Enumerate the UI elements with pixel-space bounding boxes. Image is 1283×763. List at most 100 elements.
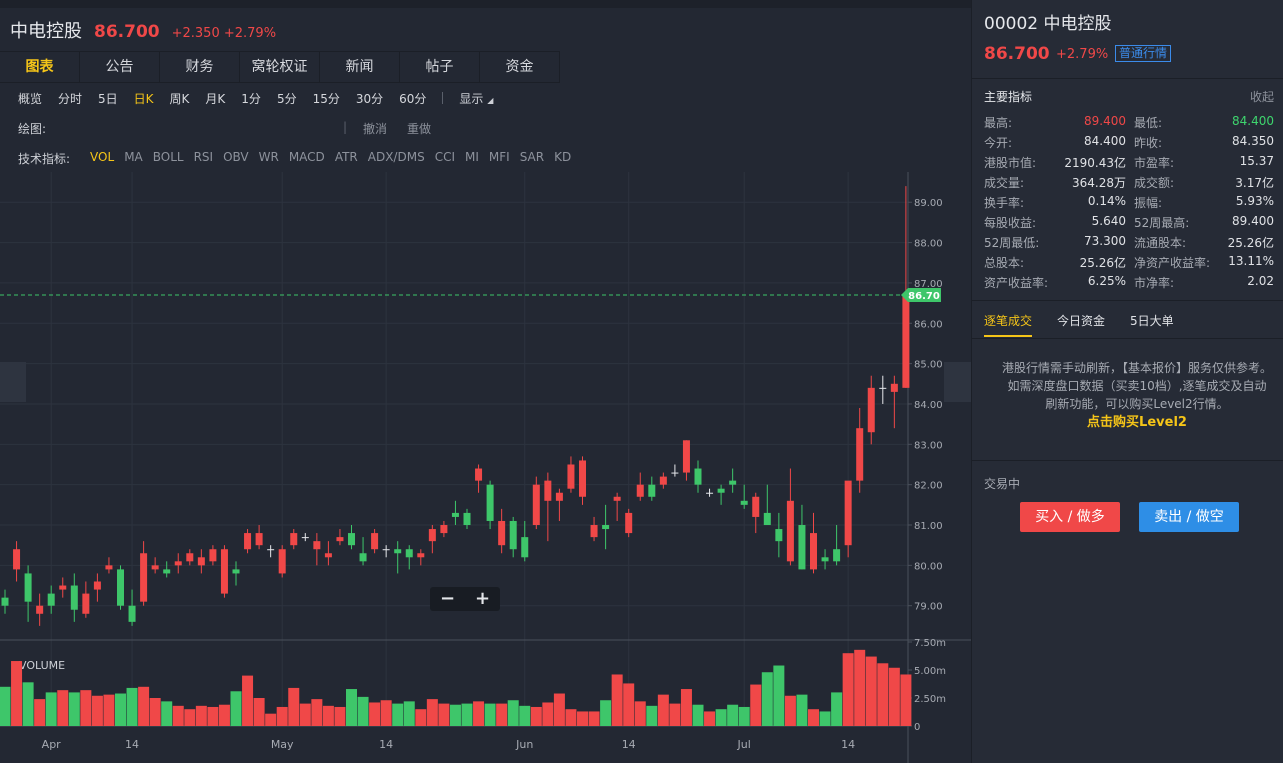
volume-bar	[322, 705, 334, 726]
candle-body	[752, 496, 760, 517]
period-5day[interactable]: 5日	[98, 91, 118, 106]
tab-funds[interactable]: 资金	[480, 52, 560, 82]
metric-value: 6.25%	[1087, 274, 1126, 288]
tab-warrants[interactable]: 窝轮权证	[240, 52, 320, 82]
redo-button[interactable]: 重做	[407, 122, 432, 136]
zoom-in-button[interactable]: +	[474, 588, 491, 609]
candle-body	[579, 460, 586, 497]
metric-label: 净资产收益率:	[1134, 256, 1211, 270]
quote-type-badge[interactable]: 普通行情	[1115, 45, 1172, 62]
indicator-boll[interactable]: BOLL	[152, 150, 184, 164]
volume-bar	[311, 699, 323, 726]
tab-announcements[interactable]: 公告	[80, 52, 160, 82]
indicator-macd[interactable]: MACD	[288, 150, 325, 164]
tab-posts[interactable]: 帖子	[400, 52, 480, 82]
volume-bar	[22, 682, 34, 726]
candle-body	[128, 605, 136, 622]
metric-value: 3.17亿	[1235, 176, 1274, 190]
candle-body	[405, 549, 413, 558]
candle-body	[786, 500, 794, 562]
volume-bar	[11, 661, 23, 726]
indicator-label: 技术指标:	[18, 152, 71, 166]
indicator-cci[interactable]: CCI	[434, 150, 455, 164]
panel-change: +2.79%	[1056, 47, 1109, 62]
price-tick-label: 85.00	[914, 360, 943, 371]
drawing-toolbar: 绘图: | 撤消 重做	[18, 120, 918, 137]
period-intraday[interactable]: 分时	[58, 91, 83, 106]
metric-value: 25.26亿	[1079, 256, 1126, 270]
buy-long-button[interactable]: 买入 / 做多	[1020, 502, 1120, 532]
indicator-obv[interactable]: OBV	[223, 150, 249, 164]
volume-bar	[426, 699, 438, 726]
period-5min[interactable]: 5分	[276, 91, 297, 106]
tab-financials[interactable]: 财务	[160, 52, 240, 82]
undo-button[interactable]: 撤消	[363, 122, 388, 136]
period-15min[interactable]: 15分	[312, 91, 340, 106]
zoom-out-button[interactable]: −	[439, 588, 456, 609]
indicator-sar[interactable]: SAR	[519, 150, 545, 164]
candle-body	[278, 549, 286, 574]
metric-label: 资产收益率:	[984, 276, 1049, 290]
period-1min[interactable]: 1分	[241, 91, 261, 106]
candle-body	[232, 569, 240, 574]
metric-value: 13.11%	[1228, 254, 1274, 268]
collapse-button[interactable]: 收起	[1249, 90, 1274, 104]
tab-news[interactable]: 新闻	[320, 52, 400, 82]
candle-body	[590, 525, 598, 538]
indicator-vol[interactable]: VOL	[90, 150, 115, 164]
metric-label: 市净率:	[1134, 276, 1175, 290]
time-axis-label: 14	[841, 738, 855, 751]
price-tick-label: 83.00	[914, 440, 943, 451]
top-strip	[0, 0, 971, 8]
candle-body	[498, 520, 506, 546]
period-daily-k[interactable]: 日K	[133, 91, 154, 106]
price-tick-label: 81.00	[914, 521, 943, 532]
tab-chart[interactable]: 图表	[0, 52, 80, 82]
panel-title: 00002 中电控股	[984, 14, 1112, 34]
sell-short-button[interactable]: 卖出 / 做空	[1139, 502, 1239, 532]
volume-bar	[299, 703, 311, 726]
display-dropdown[interactable]: 显示 ◢	[459, 90, 493, 107]
period-30min[interactable]: 30分	[355, 91, 384, 106]
volume-bar	[669, 703, 681, 726]
kline-chart[interactable]: 89.00 88.00 87.00 86.00 85.00 84.00 83.00 82.00…	[0, 172, 971, 763]
tab-5day-large-orders[interactable]: 5日大单	[1130, 314, 1174, 328]
indicator-mfi[interactable]: MFI	[488, 150, 510, 164]
indicator-wr[interactable]: WR	[258, 150, 279, 164]
scroll-right-handle[interactable]	[944, 362, 971, 402]
candle-body	[255, 533, 263, 546]
scroll-left-handle[interactable]	[0, 362, 26, 402]
metric-label: 52周最低:	[984, 236, 1040, 250]
tab-tick-trades[interactable]: 逐笔成交	[984, 312, 1033, 337]
volume-bar	[461, 703, 473, 726]
period-weekly-k[interactable]: 周K	[169, 91, 190, 106]
candle-body	[451, 512, 459, 517]
volume-bar	[484, 703, 496, 726]
stock-name: 中电控股	[10, 21, 82, 42]
price-change: +2.350 +2.79%	[172, 26, 276, 41]
period-monthly-k[interactable]: 月K	[205, 91, 226, 106]
candle-body	[348, 533, 355, 546]
candle-body	[833, 549, 841, 562]
candle-body	[371, 533, 379, 550]
indicator-kd[interactable]: KD	[554, 150, 572, 164]
tab-today-funds[interactable]: 今日资金	[1057, 314, 1106, 328]
indicator-adx[interactable]: ADX/DMS	[367, 150, 425, 164]
period-overview[interactable]: 概览	[18, 91, 43, 106]
period-60min[interactable]: 60分	[399, 91, 427, 106]
metric-value: 89.400	[1232, 214, 1274, 228]
indicator-mi[interactable]: MI	[465, 150, 479, 164]
candle-body	[763, 512, 771, 526]
volume-bar	[496, 703, 508, 726]
indicator-atr[interactable]: ATR	[334, 150, 358, 164]
volume-bar	[553, 693, 565, 726]
time-axis-label: Apr	[42, 738, 62, 751]
indicator-ma[interactable]: MA	[124, 150, 143, 164]
indicator-rsi[interactable]: RSI	[193, 150, 214, 164]
candle-body	[440, 525, 448, 534]
volume-bar	[57, 690, 69, 726]
volume-bar	[611, 674, 623, 726]
chart-pane: 中电控股 86.700 +2.350 +2.79% 图表 公告 财务 窝轮权证 …	[0, 0, 971, 763]
candle-body	[324, 553, 332, 558]
buy-level2-link[interactable]: 点击购买Level2	[1087, 415, 1187, 430]
